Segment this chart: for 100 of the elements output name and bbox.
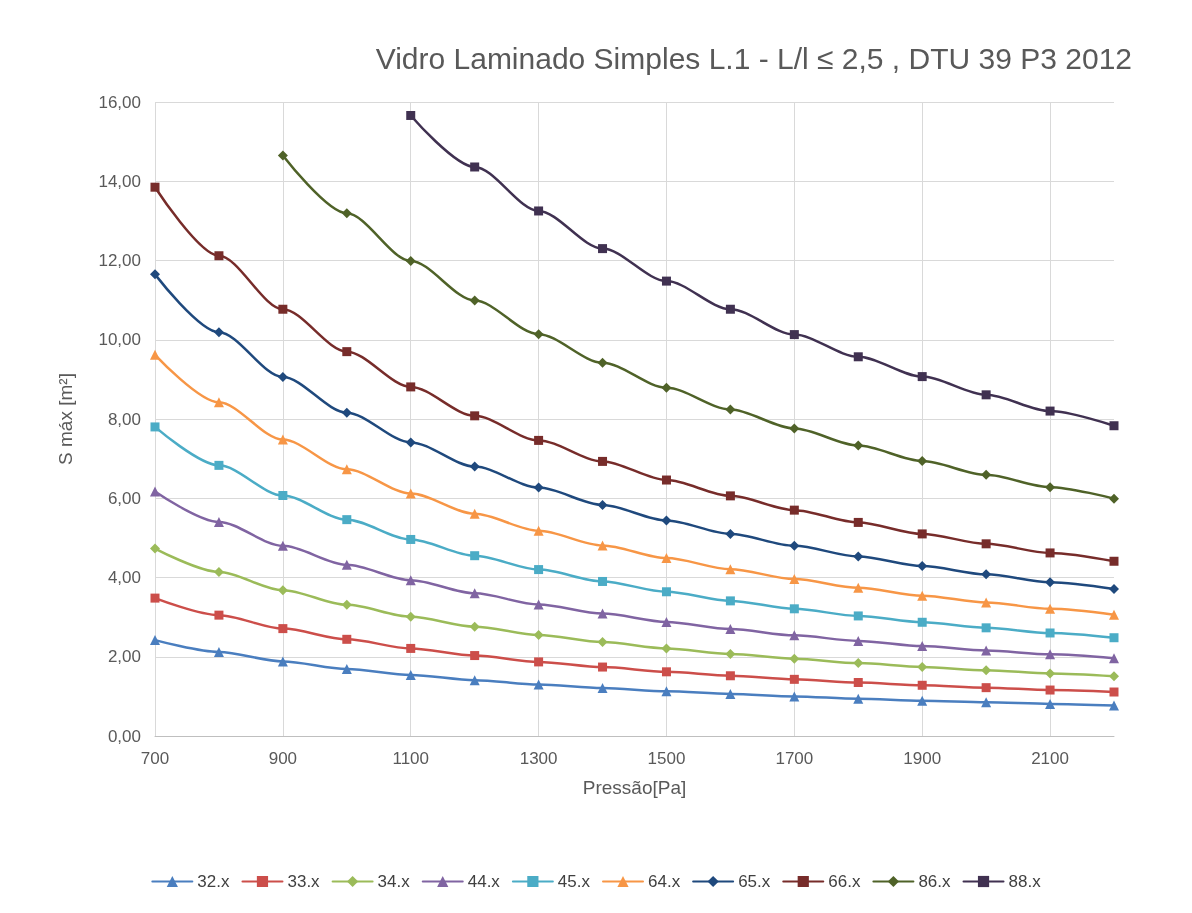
point [150,486,160,497]
point [853,693,864,704]
point [917,641,928,652]
point [1109,583,1119,594]
point [789,674,799,684]
point [1109,609,1119,620]
point [533,329,544,340]
point [405,611,416,622]
x-tick-label: 2100 [1031,749,1069,768]
point [853,678,863,688]
point [981,665,992,676]
point [533,629,544,640]
point [725,648,736,659]
legend-label: 65.x [738,872,771,891]
point [150,543,160,554]
point [469,675,480,686]
point [278,624,288,634]
point [725,528,736,539]
point [981,645,992,656]
point [917,695,928,706]
point [981,597,992,608]
point [405,669,416,680]
point [470,411,480,421]
point [789,540,800,551]
point [405,255,416,266]
chart-title: Vidro Laminado Simples L.1 - L/l ≤ 2,5 , DTU 39 P3 2012 [375,41,1133,75]
point [278,304,288,314]
point [1109,556,1119,566]
point [725,304,735,314]
legend-label: 64.x [648,872,681,891]
point [1109,493,1119,504]
point [533,599,544,610]
point [789,423,800,434]
point [725,671,735,681]
legend-label: 33.x [287,872,321,891]
point [214,460,224,470]
point [1109,700,1119,711]
point [405,575,416,586]
x-tick-label: 1900 [903,749,942,768]
point [277,372,288,382]
y-axis-title: S máx [m²] [55,373,76,465]
point [405,488,416,499]
point [981,390,991,400]
legend-label: 34.x [377,872,411,891]
point [214,610,224,620]
point [598,244,608,254]
point [533,525,544,536]
point [597,683,608,694]
point [725,564,736,575]
point [213,566,224,577]
x-tick-label: 700 [140,749,170,768]
y-tick-label: 4,00 [107,568,141,587]
y-tick-label: 14,00 [98,171,141,191]
point [981,683,991,693]
point [470,551,480,561]
point [1109,653,1119,664]
point [213,397,224,408]
point [853,440,864,451]
point [789,630,800,641]
point [853,582,864,593]
point [789,574,800,585]
point [661,475,671,485]
point [853,611,863,621]
point [406,534,416,544]
point [597,499,608,510]
point [405,437,416,448]
point [789,505,799,515]
point [1109,687,1119,697]
point [661,686,672,697]
point [597,608,608,619]
y-tick-label: 8,00 [107,409,141,429]
point [213,646,224,657]
point [1045,603,1056,614]
x-tick-label: 1100 [392,749,430,768]
point [917,456,928,466]
point [789,604,799,614]
point [469,461,480,472]
point [661,553,672,564]
point [598,576,608,586]
point [981,623,991,633]
x-tick-label: 1300 [519,749,558,768]
point [1045,577,1056,588]
point [341,464,352,475]
point [534,206,544,216]
point [342,347,352,357]
x-tick-label: 1700 [775,749,814,768]
y-tick-label: 12,00 [98,251,141,270]
point [725,689,736,699]
point [661,616,672,627]
point [470,162,480,172]
point [789,330,799,340]
point [661,587,671,597]
point [661,515,672,526]
point [150,635,160,646]
point [277,540,288,551]
point [598,662,608,672]
point [853,551,864,562]
y-tick-label: 2,00 [107,647,141,667]
point [597,637,608,648]
point [277,150,288,161]
